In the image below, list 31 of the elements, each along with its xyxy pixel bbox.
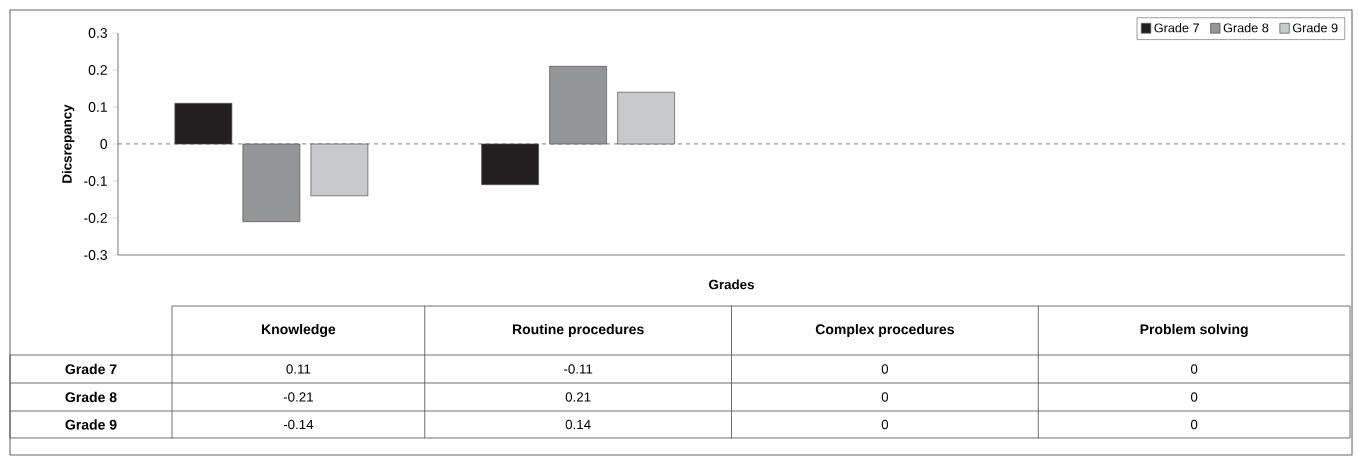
legend-label: Grade 7 — [1154, 23, 1199, 33]
data-label: -0.21 — [283, 392, 313, 402]
data-label: 0.14 — [565, 419, 591, 430]
data-label: -0.14 — [283, 419, 314, 430]
x-tick-label: Complex procedures — [815, 323, 954, 338]
x-tick-label: Routine procedures — [512, 323, 644, 338]
data-label: 0.11 — [286, 364, 311, 374]
y-tick-label: 0 — [100, 139, 108, 149]
data-label: 0 — [881, 364, 889, 374]
legend-label: Grade 9 — [1292, 23, 1338, 33]
y-tick-label: -0.1 — [84, 176, 107, 186]
text: Grade 9 — [65, 419, 117, 430]
data-label: 0 — [1190, 364, 1198, 374]
y-tick-label: -0.3 — [84, 250, 107, 260]
y-tick-label: -0.2 — [84, 213, 107, 223]
legend-label: Grade 8 — [1223, 23, 1269, 33]
y-tick-label: 0.2 — [88, 65, 107, 75]
text: Grade 7 — [65, 363, 117, 375]
data-label: 0 — [1190, 392, 1198, 402]
x-tick-label: Knowledge — [261, 323, 336, 338]
data-label: -0.11 — [564, 364, 593, 374]
data-label: 0 — [881, 419, 889, 430]
y-tick-label: 0.1 — [88, 102, 107, 112]
text: Grade 8 — [65, 391, 117, 403]
data-label: 0.21 — [565, 392, 591, 402]
x-axis-title: Grades — [709, 279, 754, 290]
y-axis-title: Dicsrepancy — [61, 104, 75, 183]
data-label: 0 — [1190, 419, 1198, 430]
data-label: 0 — [881, 392, 889, 402]
x-tick-label: Problem solving — [1140, 323, 1248, 338]
y-tick-label: 0.3 — [88, 28, 107, 38]
